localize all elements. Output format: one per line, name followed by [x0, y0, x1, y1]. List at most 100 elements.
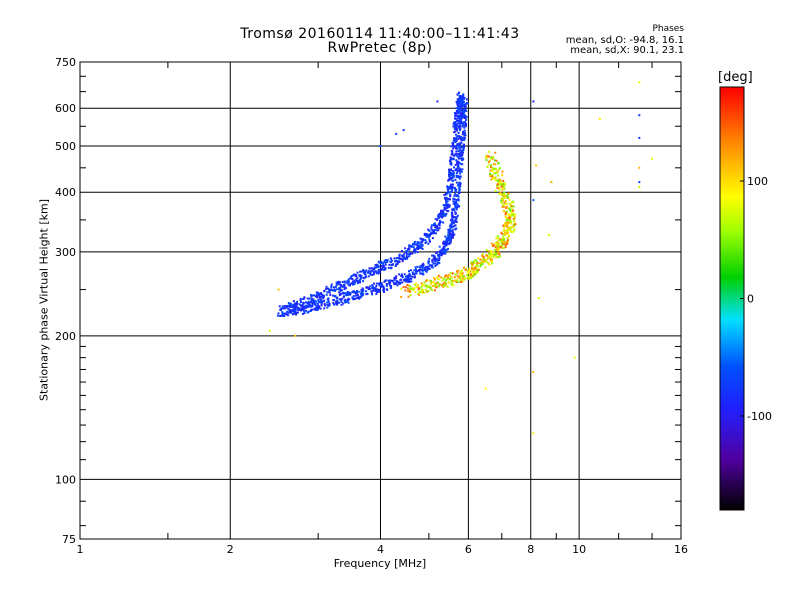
data-point [459, 157, 462, 160]
data-point [638, 166, 641, 169]
data-point [418, 269, 420, 272]
data-point [449, 198, 451, 201]
data-point [446, 285, 449, 288]
data-point [451, 185, 453, 188]
data-point [410, 245, 413, 248]
data-point [433, 277, 435, 280]
data-point [347, 301, 350, 304]
data-point [489, 175, 492, 178]
data-point [491, 157, 494, 160]
data-point [473, 266, 476, 269]
data-point [463, 278, 466, 281]
data-point [310, 294, 313, 296]
data-point [455, 195, 458, 198]
data-point [449, 186, 452, 189]
data-point [416, 285, 419, 288]
x-tick-label: 1 [77, 543, 84, 556]
data-point [424, 269, 427, 272]
data-point [455, 172, 458, 175]
data-point [458, 147, 461, 150]
data-point [490, 242, 493, 245]
data-point [502, 205, 505, 208]
data-point [511, 214, 514, 217]
data-point [426, 233, 429, 236]
data-point [459, 152, 462, 155]
data-point [493, 176, 496, 179]
data-point [462, 275, 465, 278]
data-point [496, 174, 499, 177]
data-point [395, 132, 398, 135]
data-point [450, 223, 453, 226]
data-point [408, 289, 411, 292]
data-point [408, 280, 411, 283]
data-point [502, 224, 505, 227]
data-point [368, 288, 371, 290]
data-point [371, 287, 374, 290]
data-point [496, 247, 499, 250]
data-point [455, 150, 458, 153]
data-point [433, 232, 436, 235]
data-point [403, 252, 406, 255]
data-point [417, 288, 420, 291]
data-point [461, 157, 464, 160]
data-point [445, 199, 447, 202]
data-point [507, 219, 510, 222]
data-point [445, 275, 448, 278]
data-point [309, 310, 312, 312]
data-point [451, 283, 454, 286]
data-point [309, 305, 312, 308]
data-point [416, 242, 419, 245]
data-point [401, 260, 404, 263]
data-point [509, 203, 512, 206]
data-point [454, 216, 456, 219]
data-point [371, 293, 374, 296]
data-point [495, 179, 497, 182]
data-point [454, 141, 457, 143]
data-point [459, 129, 461, 131]
data-point [404, 251, 407, 254]
data-point [342, 295, 345, 298]
data-point [458, 187, 461, 190]
data-point [421, 263, 424, 266]
data-point [456, 98, 459, 101]
data-point [431, 237, 434, 240]
data-point [406, 256, 409, 259]
data-point [355, 275, 358, 278]
data-point [651, 157, 654, 160]
data-point [332, 294, 335, 297]
data-point [442, 211, 444, 214]
data-point [470, 267, 473, 270]
data-point [414, 248, 417, 251]
data-point [466, 270, 469, 273]
data-point [436, 261, 439, 264]
data-point [461, 133, 464, 136]
data-point [456, 214, 459, 217]
data-point [456, 274, 459, 277]
data-point [441, 252, 444, 255]
data-point [456, 101, 459, 104]
data-point [504, 229, 507, 232]
data-point [495, 252, 498, 255]
data-point [401, 254, 403, 257]
data-point [405, 255, 408, 257]
data-point [509, 222, 512, 225]
data-point [425, 265, 427, 268]
data-point [461, 105, 463, 108]
data-point [452, 280, 455, 282]
data-point [376, 290, 378, 293]
data-point [378, 261, 381, 264]
data-point [452, 216, 455, 219]
data-point [421, 247, 424, 250]
data-point [414, 291, 417, 294]
data-point [441, 247, 444, 250]
data-point [501, 170, 504, 173]
data-point [379, 262, 382, 265]
data-point [487, 150, 490, 153]
data-point [454, 163, 457, 166]
data-point [496, 184, 498, 187]
data-point [437, 229, 440, 232]
data-point [455, 227, 458, 230]
data-point [459, 146, 462, 149]
data-point [305, 304, 308, 307]
data-point [506, 231, 509, 234]
